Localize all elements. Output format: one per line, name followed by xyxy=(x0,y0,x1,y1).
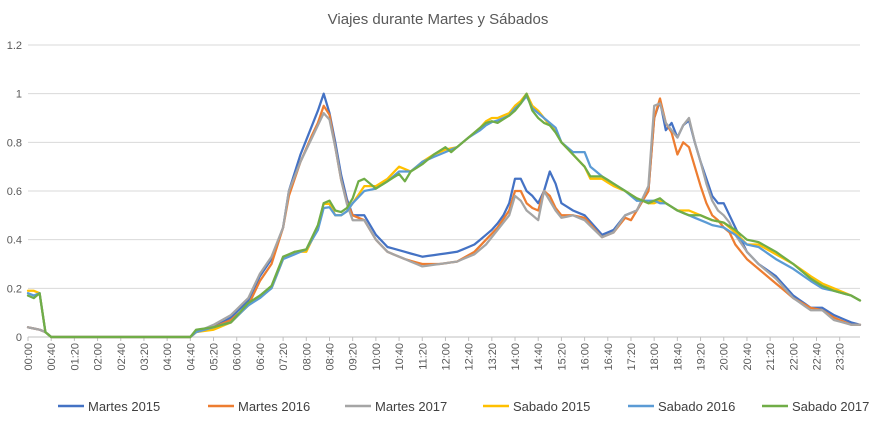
legend-label-sabado-2015: Sabado 2015 xyxy=(513,399,590,414)
x-tick-label: 06:40 xyxy=(255,343,267,371)
x-tick-label: 10:00 xyxy=(371,343,383,371)
y-tick-label: 0.4 xyxy=(7,235,22,247)
x-tick-label: 12:00 xyxy=(440,343,452,371)
x-tick-label: 15:20 xyxy=(556,343,568,371)
x-tick-label: 08:40 xyxy=(324,343,336,371)
x-tick-label: 11:20 xyxy=(417,343,429,370)
legend-label-martes-2015: Martes 2015 xyxy=(88,399,160,414)
x-tick-label: 14:40 xyxy=(533,343,545,371)
chart-title: Viajes durante Martes y Sábados xyxy=(328,11,549,28)
series-line-martes-2017 xyxy=(26,102,862,339)
legend-label-martes-2017: Martes 2017 xyxy=(375,399,447,414)
x-tick-label: 16:00 xyxy=(580,343,592,371)
y-tick-label: 1.2 xyxy=(7,40,22,52)
x-tick-label: 21:20 xyxy=(765,343,777,371)
series-line-sabado-2016 xyxy=(26,94,862,339)
x-tick-label: 19:20 xyxy=(696,343,708,371)
x-tick-label: 07:20 xyxy=(278,343,290,371)
y-tick-label: 0.8 xyxy=(7,137,22,149)
y-tick-label: 0.6 xyxy=(7,186,22,198)
x-tick-label: 00:00 xyxy=(23,343,35,371)
axes: 0 0.2 0.4 0.6 0.8 1 1.2 00:00 00:40 01:20 02:00 02:… xyxy=(7,40,860,371)
x-tick-label: 23:20 xyxy=(835,343,847,371)
x-tick-label: 01:20 xyxy=(69,343,81,371)
x-tick-label: 05:20 xyxy=(209,343,221,371)
x-tick-label: 08:00 xyxy=(301,343,313,371)
grid-lines xyxy=(28,44,860,338)
x-tick-label: 17:20 xyxy=(626,343,638,371)
series-line-martes-2015 xyxy=(26,92,862,339)
x-tick-label: 02:00 xyxy=(93,343,105,371)
series-line-martes-2016 xyxy=(26,97,862,339)
y-tick-label: 0 xyxy=(16,332,22,344)
y-tick-label: 0.2 xyxy=(7,283,22,295)
x-tick-label: 02:40 xyxy=(116,343,128,371)
x-tick-label: 20:00 xyxy=(719,343,731,371)
x-tick-label: 18:40 xyxy=(672,343,684,371)
x-tick-label: 00:40 xyxy=(46,343,58,371)
series-line-sabado-2015 xyxy=(26,92,862,339)
x-tick-label: 10:40 xyxy=(394,343,406,371)
x-tick-label: 13:20 xyxy=(487,343,499,371)
legend-label-sabado-2017: Sabado 2017 xyxy=(792,399,869,414)
x-tick-label: 04:40 xyxy=(185,343,197,371)
x-tick-label: 16:40 xyxy=(603,343,615,371)
x-tick-label: 09:20 xyxy=(348,343,360,371)
x-tick-label: 22:40 xyxy=(812,343,824,371)
x-tick-label: 20:40 xyxy=(742,343,754,371)
x-tick-label: 04:00 xyxy=(162,343,174,371)
series-line-sabado-2017 xyxy=(26,92,862,339)
series-lines xyxy=(26,92,862,339)
legend-label-martes-2016: Martes 2016 xyxy=(238,399,310,414)
x-tick-label: 03:20 xyxy=(139,343,151,371)
x-tick-label: 18:00 xyxy=(649,343,661,371)
x-tick-label: 12:40 xyxy=(464,343,476,371)
x-tick-label: 22:00 xyxy=(788,343,800,371)
legend-label-sabado-2016: Sabado 2016 xyxy=(658,399,735,414)
y-tick-label: 1 xyxy=(16,89,22,101)
legend: Martes 2015 Martes 2016 Martes 2017 Sabado … xyxy=(58,399,869,414)
x-tick-label: 14:00 xyxy=(510,343,522,371)
x-tick-label: 06:00 xyxy=(232,343,244,371)
